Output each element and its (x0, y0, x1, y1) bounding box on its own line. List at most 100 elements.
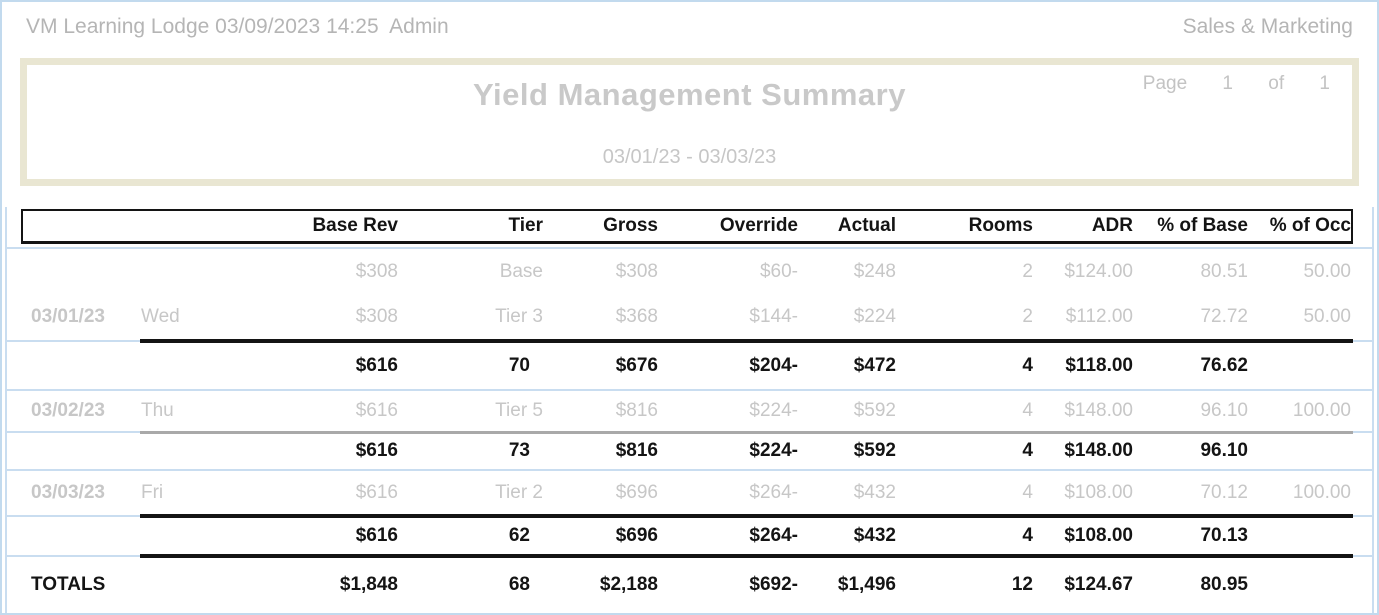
cell-day: Wed (141, 306, 180, 328)
cell-pct-of-occ: 50.00 (1303, 260, 1351, 282)
report-title-box: Page 1 of 1 Yield Management Summary 03/… (20, 58, 1359, 186)
cell-gross: $816 (615, 400, 658, 421)
cell-actual: $1,496 (837, 574, 896, 595)
cell-pct-of-base: 80.95 (1200, 574, 1248, 595)
cell-day: Thu (141, 400, 174, 421)
subtotal-row: $616 73 $816 $224- $592 4 $148.00 96.10 (7, 433, 1372, 469)
section-divider-line (140, 514, 1353, 518)
column-header-adr: ADR (1091, 215, 1133, 236)
cell-date: TOTALS (31, 574, 106, 595)
cell-date: 03/01/23 (31, 306, 105, 328)
cell-base-rev: $308 (355, 306, 398, 328)
cell-tier: Tier 5 (495, 400, 543, 421)
section-divider-line (140, 431, 1353, 434)
cell-adr: $108.00 (1064, 525, 1133, 546)
cell-pct-of-occ: 50.00 (1303, 306, 1351, 328)
cell-override: $60- (759, 260, 798, 282)
report-top-bar: VM Learning Lodge 03/09/2023 14:25 Admin… (2, 2, 1377, 58)
cell-adr: $148.00 (1064, 400, 1133, 421)
department-label: Sales & Marketing (1182, 15, 1353, 38)
cell-override: $224- (749, 400, 798, 421)
cell-tier: Tier 3 (495, 306, 543, 328)
totals-section: TOTALS $1,848 68 $2,188 $692- $1,496 12 … (7, 557, 1372, 613)
section-divider-line (140, 339, 1353, 343)
cell-adr: $148.00 (1064, 440, 1133, 461)
cell-rooms: 4 (1022, 525, 1033, 546)
report-context-label: VM Learning Lodge 03/09/2023 14:25 Admin (26, 15, 449, 38)
cell-rooms: 4 (1022, 354, 1033, 376)
cell-actual: $592 (853, 400, 896, 421)
cell-base-rev: $616 (355, 482, 398, 503)
cell-gross: $696 (615, 482, 658, 503)
cell-date: 03/02/23 (31, 400, 105, 421)
cell-rooms: 4 (1022, 440, 1033, 461)
cell-override: $224- (749, 440, 798, 461)
totals-row: TOTALS $1,848 68 $2,188 $692- $1,496 12 … (7, 557, 1372, 613)
page-label: Page (1142, 73, 1188, 94)
cell-base-rev: $616 (355, 400, 398, 421)
cell-pct-of-base: 96.10 (1200, 440, 1248, 461)
detail-row: 03/03/23 Fri $616 Tier 2 $696 $264- $432… (7, 471, 1372, 515)
table-section-03-01-23: $308 Base $308 $60- $248 2 $124.00 80.51… (7, 249, 1372, 343)
total-pages: 1 (1319, 73, 1330, 94)
cell-pct-of-base: 70.13 (1200, 525, 1248, 546)
column-header-pct-of-base: % of Base (1157, 215, 1248, 236)
column-header-rooms: Rooms (968, 215, 1033, 236)
page-indicator: Page 1 of 1 (1143, 73, 1330, 95)
cell-override: $692- (749, 574, 798, 595)
cell-gross: $676 (615, 354, 658, 376)
table-header-row: Base Rev Tier Gross Override Actual Room… (23, 211, 1351, 241)
cell-override: $204- (749, 354, 798, 376)
yield-summary-table: Base Rev Tier Gross Override Actual Room… (5, 207, 1374, 613)
cell-rooms: 2 (1022, 306, 1033, 328)
of-label: of (1268, 73, 1285, 94)
subtotal-section-03-02-23: $616 73 $816 $224- $592 4 $148.00 96.10 (7, 433, 1372, 471)
cell-actual: $432 (853, 525, 896, 546)
cell-rooms: 4 (1022, 400, 1033, 421)
cell-pct-of-occ: 100.00 (1292, 482, 1351, 503)
detail-row: 03/01/23 Wed $308 Tier 3 $368 $144- $224… (7, 295, 1372, 341)
cell-actual: $248 (853, 260, 896, 282)
cell-adr: $124.00 (1064, 260, 1133, 282)
cell-base-rev: $616 (355, 525, 398, 546)
cell-pct-of-base: 96.10 (1200, 400, 1248, 421)
cell-tier: 70 (508, 354, 530, 376)
column-header-pct-of-occ: % of Occ (1269, 215, 1351, 236)
cell-rooms: 4 (1022, 482, 1033, 503)
cell-actual: $472 (853, 354, 896, 376)
cell-adr: $112.00 (1065, 306, 1133, 328)
table-section-03-02-23: 03/02/23 Thu $616 Tier 5 $816 $224- $592… (7, 391, 1372, 434)
cell-base-rev: $616 (355, 440, 398, 461)
page-number: 1 (1222, 73, 1233, 94)
cell-base-rev: $308 (355, 260, 398, 282)
cell-rooms: 12 (1011, 574, 1033, 595)
section-divider-line (140, 554, 1353, 558)
cell-pct-of-base: 70.12 (1200, 482, 1248, 503)
subtotal-row: $616 62 $696 $264- $432 4 $108.00 70.13 (7, 517, 1372, 555)
detail-row: 03/02/23 Thu $616 Tier 5 $816 $224- $592… (7, 391, 1372, 431)
cell-tier: 68 (508, 574, 530, 595)
table-header-section: Base Rev Tier Gross Override Actual Room… (7, 207, 1372, 249)
cell-tier: Tier 2 (495, 482, 543, 503)
cell-adr: $108.00 (1064, 482, 1133, 503)
cell-tier: 62 (508, 525, 530, 546)
cell-base-rev: $616 (355, 354, 398, 376)
table-header-box: Base Rev Tier Gross Override Actual Room… (21, 209, 1353, 244)
report-title: Yield Management Summary (473, 77, 906, 112)
cell-tier: Base (499, 260, 543, 282)
cell-gross: $368 (615, 306, 658, 328)
cell-gross: $2,188 (599, 574, 658, 595)
subtotal-section-03-01-23: $616 70 $676 $204- $472 4 $118.00 76.62 (7, 342, 1372, 391)
cell-pct-of-base: 72.72 (1200, 306, 1248, 328)
column-header-base-rev: Base Rev (312, 215, 398, 236)
cell-actual: $224 (853, 306, 896, 328)
cell-override: $144- (749, 306, 798, 328)
column-header-tier: Tier (508, 215, 543, 236)
column-header-gross: Gross (603, 215, 658, 236)
cell-gross: $308 (615, 260, 658, 282)
subtotal-row: $616 70 $676 $204- $472 4 $118.00 76.62 (7, 342, 1372, 389)
report-date-range: 03/01/23 - 03/03/23 (602, 146, 777, 168)
column-header-actual: Actual (837, 215, 896, 236)
cell-day: Fri (141, 482, 164, 503)
